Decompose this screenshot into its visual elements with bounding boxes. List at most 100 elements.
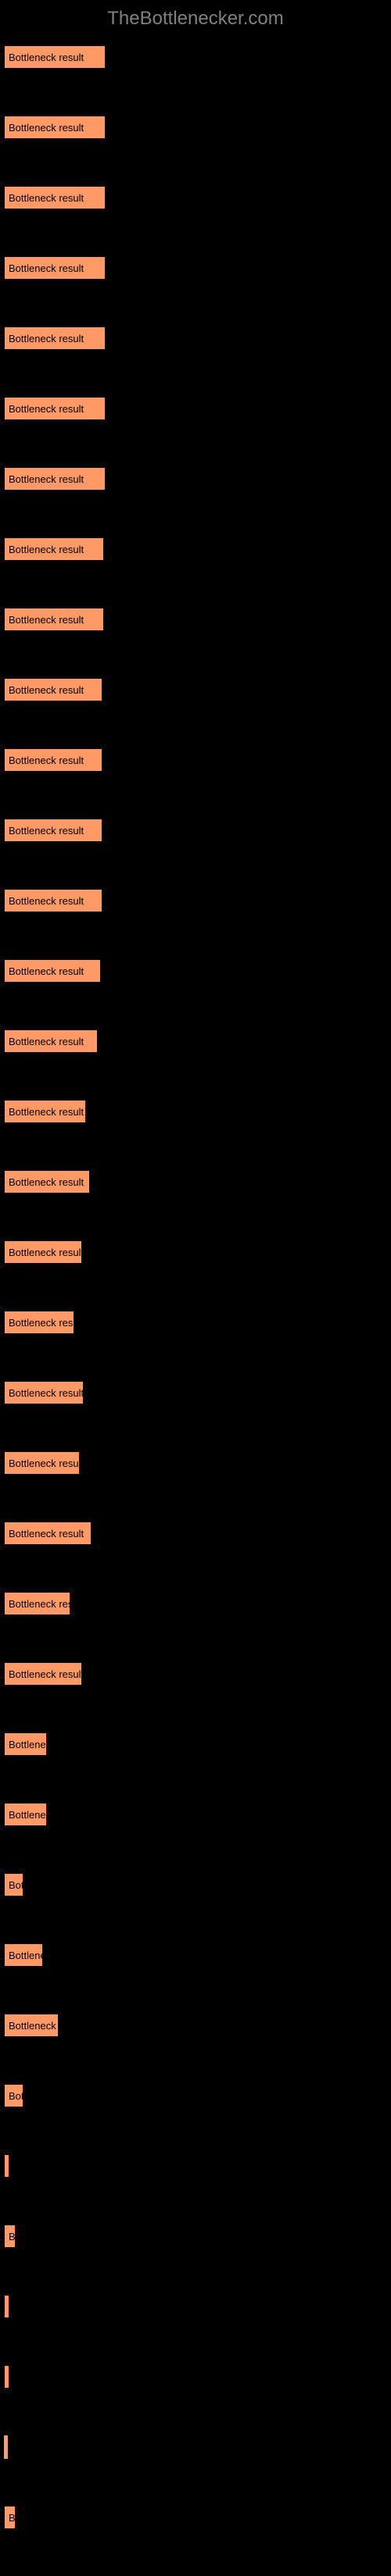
bar-label: Bottleneck result xyxy=(9,614,84,626)
bar-label: Bottleneck result xyxy=(9,52,84,63)
bar-label: Bottleneck result xyxy=(9,2020,58,2032)
bar-row: Bottleneck result xyxy=(4,1100,387,1123)
bar-row: Bottleneck result xyxy=(4,1592,387,1615)
bar-row: Bottleneck result xyxy=(4,1240,387,1264)
bar-label: Bottleneck result xyxy=(9,2090,23,2102)
bar-row: Bottleneck result xyxy=(4,2225,387,2248)
bar: Bottleneck result xyxy=(4,2014,59,2037)
bar: Bottleneck result xyxy=(4,2295,9,2318)
bar: Bottleneck result xyxy=(4,1873,23,1896)
bar-label: Bottleneck result xyxy=(9,1247,81,1258)
bar: Bottleneck result xyxy=(4,819,102,842)
bar-label: Bottleneck result xyxy=(9,1317,74,1329)
bar: Bottleneck result xyxy=(4,467,106,491)
bar: Bottleneck result xyxy=(4,326,106,350)
bar-row: Bottleneck result xyxy=(4,819,387,842)
bar-row xyxy=(4,2435,387,2459)
bar-row: Bottleneck result xyxy=(4,1522,387,1545)
bar-row: Bottleneck result xyxy=(4,1803,387,1826)
bar-row: Bottleneck result xyxy=(4,537,387,561)
bar: Bottleneck result xyxy=(4,1029,98,1053)
bar: Bottleneck result xyxy=(4,45,106,69)
bar-row: Bottleneck result xyxy=(4,256,387,280)
bar: Bottleneck result xyxy=(4,1170,90,1193)
bar: Bottleneck result xyxy=(4,678,102,701)
bar-row: Bottleneck result xyxy=(4,467,387,491)
bar: Bottleneck result xyxy=(4,748,102,772)
bar-row: Bottleneck result xyxy=(4,2365,387,2389)
bar-row: Bottleneck result xyxy=(4,889,387,912)
bar-label: Bottleneck result xyxy=(9,1528,84,1540)
bar-row: Bottleneck result xyxy=(4,186,387,209)
bar-label: Bottleneck result xyxy=(9,192,84,204)
bar-label: Bottleneck result xyxy=(9,1387,83,1399)
bar-row: Bottleneck result xyxy=(4,608,387,631)
bar-row: Bottleneck result xyxy=(4,1873,387,1896)
bar-label: Bottleneck result xyxy=(9,2512,15,2524)
bar: Bottleneck result xyxy=(4,2084,23,2107)
bar-row: Bottleneck result xyxy=(4,959,387,983)
bar-label: Bottleneck result xyxy=(9,403,84,415)
bar: Bottleneck result xyxy=(4,2154,9,2178)
bar-label: Bottleneck result xyxy=(9,895,84,907)
bar-row: Bottleneck result xyxy=(4,45,387,69)
bar: Bottleneck result xyxy=(4,2506,16,2529)
bar: Bottleneck result xyxy=(4,889,102,912)
bar-label: Bottleneck result xyxy=(9,544,84,555)
bar: Bottleneck result xyxy=(4,959,101,983)
bar: Bottleneck result xyxy=(4,1732,47,1756)
site-title: TheBottlenecker.com xyxy=(107,8,283,29)
bar-row: Bottleneck result xyxy=(4,678,387,701)
bar-row: Bottleneck result xyxy=(4,1381,387,1404)
bar: Bottleneck result xyxy=(4,1240,82,1264)
bar: Bottleneck result xyxy=(4,186,106,209)
bar-label: Bottleneck result xyxy=(9,1950,42,1961)
bar: Bottleneck result xyxy=(4,1100,86,1123)
bar-label: Bottleneck result xyxy=(9,1036,84,1047)
bar-row: Bottleneck result xyxy=(4,2295,387,2318)
bar-row: Bottleneck result xyxy=(4,1943,387,1967)
bar-row: Bottleneck result xyxy=(4,397,387,420)
bar: Bottleneck result xyxy=(4,1943,43,1967)
bar: Bottleneck result xyxy=(4,256,106,280)
bar: Bottleneck result xyxy=(4,1662,82,1686)
bar-label: Bottleneck result xyxy=(9,1106,84,1118)
bar-row: Bottleneck result xyxy=(4,116,387,139)
bar-row: Bottleneck result xyxy=(4,1451,387,1475)
bar: Bottleneck result xyxy=(4,608,104,631)
bar xyxy=(4,2435,8,2459)
bar-row: Bottleneck result xyxy=(4,1311,387,1334)
bar-row: Bottleneck result xyxy=(4,1732,387,1756)
bar-label: Bottleneck result xyxy=(9,1598,70,1610)
bar-row: Bottleneck result xyxy=(4,1170,387,1193)
bar: Bottleneck result xyxy=(4,537,104,561)
header: TheBottlenecker.com xyxy=(0,0,391,45)
bar-label: Bottleneck result xyxy=(9,2231,15,2242)
bar: Bottleneck result xyxy=(4,1803,47,1826)
bar: Bottleneck result xyxy=(4,2225,16,2248)
bar-row: Bottleneck result xyxy=(4,1662,387,1686)
bar: Bottleneck result xyxy=(4,397,106,420)
bar: Bottleneck result xyxy=(4,1522,91,1545)
bar-label: Bottleneck result xyxy=(9,1739,46,1750)
bar: Bottleneck result xyxy=(4,1381,84,1404)
bar-row: Bottleneck result xyxy=(4,2014,387,2037)
bar: Bottleneck result xyxy=(4,116,106,139)
bar-row: Bottleneck result xyxy=(4,2506,387,2529)
bar: Bottleneck result xyxy=(4,1451,80,1475)
bar-row: Bottleneck result xyxy=(4,2154,387,2178)
bar-label: Bottleneck result xyxy=(9,473,84,485)
bar-label: Bottleneck result xyxy=(9,684,84,696)
bar-label: Bottleneck result xyxy=(9,1879,23,1891)
bar: Bottleneck result xyxy=(4,1592,70,1615)
bar-label: Bottleneck result xyxy=(9,1809,46,1821)
bar-row: Bottleneck result xyxy=(4,1029,387,1053)
bar-row: Bottleneck result xyxy=(4,326,387,350)
bar: Bottleneck result xyxy=(4,1311,74,1334)
bar-label: Bottleneck result xyxy=(9,825,84,837)
bar-label: Bottleneck result xyxy=(9,755,84,766)
bar-label: Bottleneck result xyxy=(9,1668,81,1680)
bar-row: Bottleneck result xyxy=(4,748,387,772)
bar-label: Bottleneck result xyxy=(9,122,84,134)
bar-label: Bottleneck result xyxy=(9,262,84,274)
